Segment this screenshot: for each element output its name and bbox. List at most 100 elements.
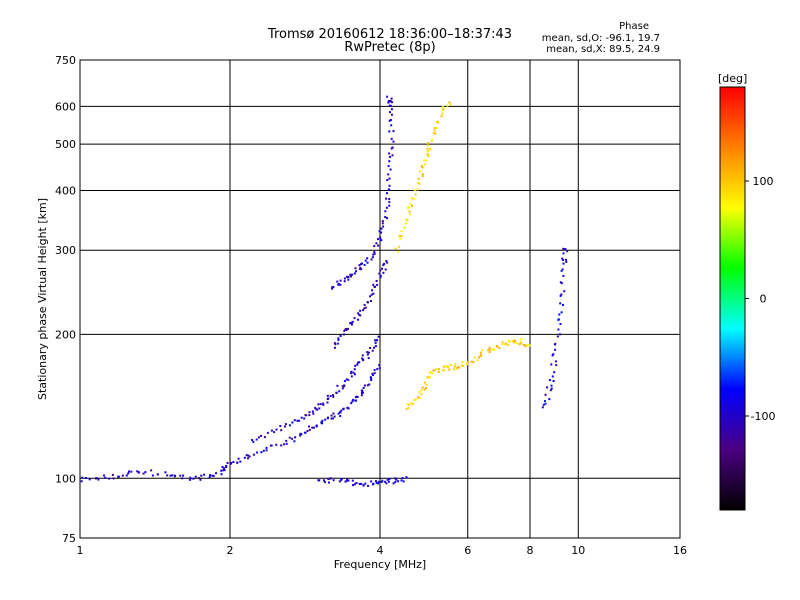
data-point [392,140,395,143]
data-point [117,475,120,478]
data-point [221,466,224,468]
data-point [430,139,433,142]
data-point [104,476,107,479]
data-point [466,361,469,363]
data-point [437,368,440,371]
data-point [334,346,336,349]
data-point [388,152,391,155]
data-point [293,440,296,443]
data-point [339,415,342,417]
data-point [501,341,504,344]
data-point [518,343,521,346]
data-point [551,354,554,357]
data-point [318,407,321,410]
data-point [169,474,172,477]
data-point [192,477,195,480]
data-point [498,347,501,350]
data-point [424,381,426,384]
data-point [247,454,250,457]
data-point [387,101,390,104]
data-point [308,414,311,417]
data-point [364,259,367,262]
data-point [465,363,468,366]
data-point [398,245,401,248]
data-point [562,303,564,306]
data-point [296,419,299,422]
data-point [352,398,355,401]
data-point [553,371,556,374]
data-point [449,103,452,106]
data-point [327,478,330,480]
data-point [389,99,392,102]
data-point [388,130,391,133]
data-point [354,364,357,367]
data-point [300,433,303,436]
data-point [456,367,459,370]
data-point [428,371,431,374]
data-point [381,479,384,482]
data-point [433,129,436,132]
data-point [252,440,255,443]
data-point [371,372,374,375]
data-point [378,364,381,367]
data-point [332,286,335,289]
colorbar-ticks: 100 0 -100 [745,175,775,423]
data-point [340,479,343,481]
colorbar-tick-label: 100 [753,175,774,188]
data-point [544,400,546,403]
data-point [476,359,479,362]
data-point [265,446,268,449]
data-point [291,437,294,440]
data-point [421,173,424,176]
data-point [245,454,248,457]
data-point [313,426,315,429]
data-point [564,248,567,251]
data-point [380,481,383,483]
data-point [441,112,444,115]
data-point [408,404,411,407]
y-tick-label: 500 [55,138,76,151]
data-point [308,428,311,431]
data-point [335,391,338,394]
data-point [370,377,373,380]
data-point [322,402,325,405]
data-point [399,237,402,240]
data-point [423,159,425,162]
data-point [291,421,294,424]
data-point [308,425,310,428]
data-layer [80,95,569,487]
data-point [386,192,388,195]
data-point [298,419,301,422]
data-point [394,247,397,250]
colorbar-tick-label: -100 [751,410,776,423]
data-point [355,399,358,402]
data-point [359,268,362,271]
data-point [541,406,544,409]
data-point [121,474,124,477]
x-tick-label: 1 [77,544,84,557]
data-point [491,348,494,351]
data-point [400,479,403,482]
data-point [445,365,448,368]
data-point [562,247,565,250]
data-point [374,285,376,288]
data-point [360,389,363,392]
data-point [433,127,436,129]
data-point [137,471,140,474]
data-point [383,262,386,265]
data-point [406,403,409,406]
data-point [519,341,522,344]
data-point [366,261,369,264]
data-point [164,471,167,474]
data-point [515,342,518,345]
data-point [285,439,288,442]
data-point [355,482,358,484]
data-point [371,349,374,352]
data-point [380,231,383,234]
data-point [370,258,373,261]
data-point [398,235,401,238]
y-tick-label: 75 [62,532,76,545]
x-tick-label: 4 [377,544,384,557]
data-point [392,130,395,133]
data-point [198,477,201,480]
